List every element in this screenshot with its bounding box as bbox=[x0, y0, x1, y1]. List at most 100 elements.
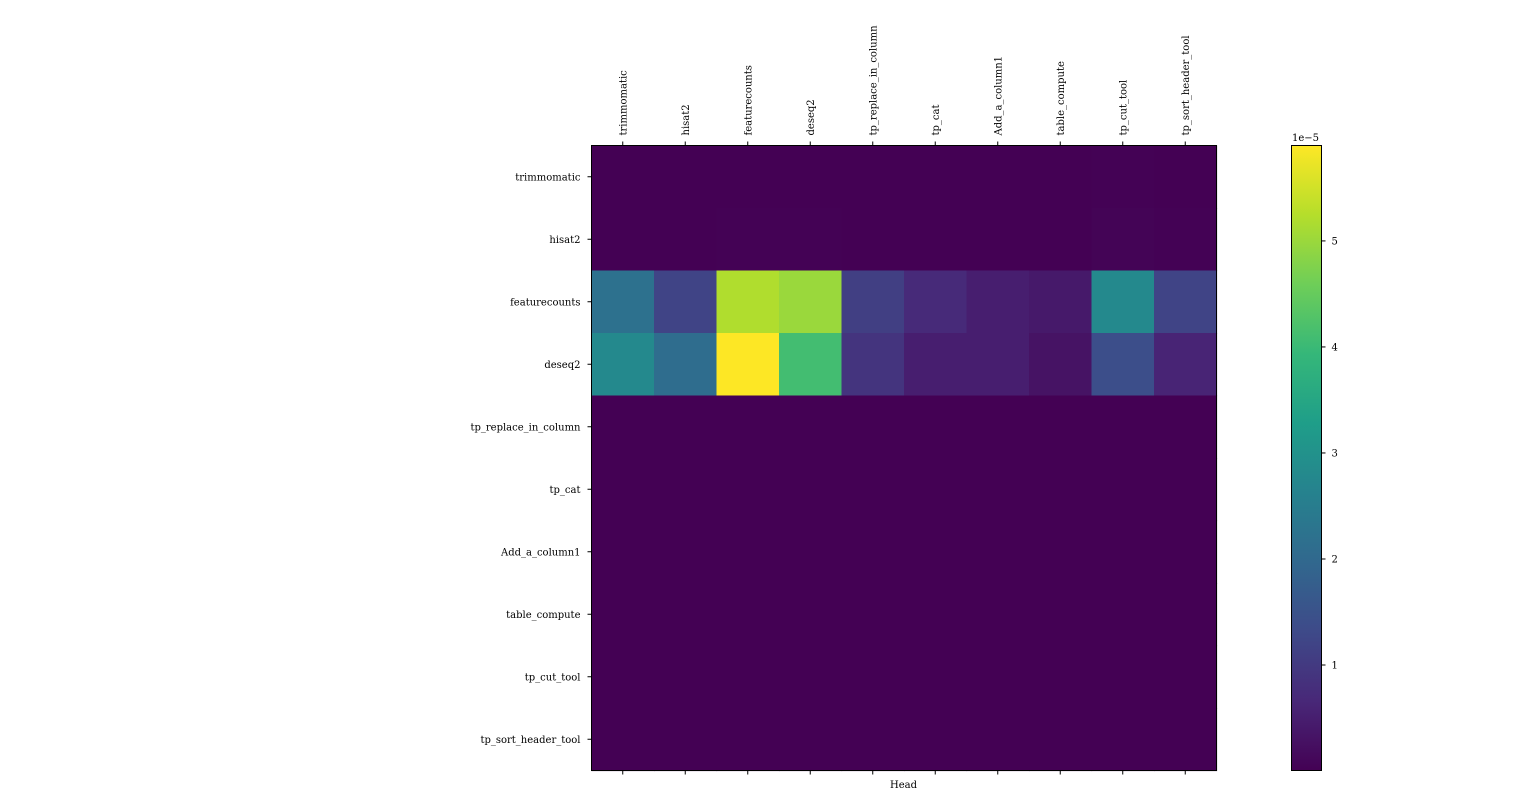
colorbar-tick-label: 4 bbox=[1332, 342, 1338, 353]
heatmap-cell bbox=[1154, 645, 1218, 709]
plot-frame bbox=[591, 145, 1217, 771]
heatmap-cell bbox=[904, 145, 968, 209]
x-tick-label: hisat2 bbox=[681, 104, 692, 135]
heatmap-cell bbox=[716, 333, 780, 397]
heatmap-cell bbox=[841, 583, 905, 647]
heatmap-cell bbox=[904, 583, 968, 647]
heatmap-cell bbox=[966, 145, 1030, 209]
heatmap-cell bbox=[1029, 458, 1093, 522]
heatmap-cell bbox=[1091, 270, 1155, 334]
y-axis-ticks: trimmomatic hisat2 featurecounts deseq2 tp_r… bbox=[470, 172, 592, 746]
heatmap-cell bbox=[1091, 333, 1155, 397]
heatmap-cell bbox=[779, 333, 843, 397]
heatmap-cell bbox=[1154, 270, 1218, 334]
heatmap-cell bbox=[904, 520, 968, 584]
heatmap-cell bbox=[1154, 208, 1218, 272]
heatmap-cell bbox=[654, 645, 718, 709]
heatmap-cell bbox=[966, 395, 1030, 459]
heatmap-cell bbox=[904, 208, 968, 272]
heatmap-cell bbox=[591, 333, 655, 397]
heatmap-cell bbox=[1091, 395, 1155, 459]
heatmap-cell bbox=[779, 583, 843, 647]
x-tick-label: table_compute bbox=[1056, 61, 1067, 135]
heatmap-cell bbox=[779, 208, 843, 272]
heatmap-cell bbox=[841, 333, 905, 397]
colorbar-tick-label: 5 bbox=[1332, 236, 1338, 247]
heatmap-cell bbox=[966, 520, 1030, 584]
heatmap-cell bbox=[654, 333, 718, 397]
heatmap-cell bbox=[1154, 583, 1218, 647]
y-tick-label: deseq2 bbox=[544, 360, 580, 371]
heatmap-cell bbox=[591, 395, 655, 459]
colorbar-ticks: 1 2 3 4 5 bbox=[1321, 236, 1338, 672]
heatmap-cell bbox=[1091, 458, 1155, 522]
heatmap-cell bbox=[1029, 395, 1093, 459]
colorbar: 1 2 3 4 5 1e−5 bbox=[1291, 133, 1338, 771]
heatmap-cell bbox=[654, 708, 718, 772]
colorbar-tick-label: 2 bbox=[1332, 554, 1338, 565]
heatmap-cell bbox=[1091, 583, 1155, 647]
heatmap-cell bbox=[591, 645, 655, 709]
y-tick-label: tp_cat bbox=[549, 485, 580, 496]
heatmap-cell bbox=[654, 583, 718, 647]
heatmap-cell bbox=[1029, 520, 1093, 584]
heatmap-cell bbox=[904, 395, 968, 459]
heatmap-cell bbox=[1154, 520, 1218, 584]
heatmap-cell bbox=[1154, 145, 1218, 209]
y-tick-label: table_compute bbox=[506, 610, 580, 621]
heatmap-cell bbox=[654, 145, 718, 209]
x-tick-label: Add_a_column1 bbox=[993, 56, 1004, 137]
y-tick-label: trimmomatic bbox=[515, 172, 581, 183]
heatmap-cell bbox=[716, 395, 780, 459]
heatmap-cell bbox=[716, 208, 780, 272]
y-tick-label: tp_cut_tool bbox=[525, 672, 581, 683]
heatmap-cell bbox=[1029, 645, 1093, 709]
heatmap-cell bbox=[841, 270, 905, 334]
heatmap-cell bbox=[966, 270, 1030, 334]
heatmap-cell bbox=[779, 395, 843, 459]
heatmap-cell bbox=[779, 645, 843, 709]
heatmap-cell bbox=[779, 145, 843, 209]
heatmap-cell bbox=[904, 645, 968, 709]
heatmap-cell bbox=[841, 395, 905, 459]
heatmap-cell bbox=[841, 520, 905, 584]
x-tick-label: tp_cat bbox=[931, 104, 942, 135]
heatmap-cell bbox=[841, 645, 905, 709]
heatmap-cell bbox=[1154, 333, 1218, 397]
heatmap-cell bbox=[591, 208, 655, 272]
heatmap-cells bbox=[591, 145, 1218, 772]
heatmap-cell bbox=[591, 458, 655, 522]
heatmap-cell bbox=[591, 145, 655, 209]
heatmap-cell bbox=[1091, 145, 1155, 209]
heatmap-cell bbox=[966, 333, 1030, 397]
colorbar-scale-label: 1e−5 bbox=[1292, 133, 1319, 144]
heatmap-cell bbox=[1029, 145, 1093, 209]
heatmap-cell bbox=[841, 208, 905, 272]
x-axis-ticks: trimmomatic hisat2 featurecounts deseq2 tp_r… bbox=[618, 25, 1192, 775]
heatmap-cell bbox=[966, 708, 1030, 772]
heatmap-cell bbox=[716, 458, 780, 522]
heatmap-cell bbox=[716, 645, 780, 709]
heatmap-cell bbox=[591, 520, 655, 584]
heatmap-cell bbox=[966, 208, 1030, 272]
heatmap-cell bbox=[716, 708, 780, 772]
heatmap-cell bbox=[966, 645, 1030, 709]
heatmap-cell bbox=[779, 520, 843, 584]
heatmap-cell bbox=[1091, 708, 1155, 772]
heatmap-cell bbox=[779, 708, 843, 772]
heatmap-cell bbox=[1091, 208, 1155, 272]
heatmap-cell bbox=[1154, 458, 1218, 522]
heatmap-cell bbox=[591, 583, 655, 647]
heatmap-cell bbox=[904, 333, 968, 397]
y-tick-label: Add_a_column1 bbox=[500, 547, 581, 558]
x-tick-label: trimmomatic bbox=[618, 70, 629, 136]
colorbar-tick-label: 1 bbox=[1332, 661, 1338, 672]
x-axis-label: Head bbox=[890, 780, 918, 791]
heatmap-cell bbox=[841, 145, 905, 209]
heatmap-cell bbox=[1091, 645, 1155, 709]
heatmap-cell bbox=[904, 458, 968, 522]
heatmap-cell bbox=[716, 520, 780, 584]
heatmap-cell bbox=[904, 270, 968, 334]
heatmap-cell bbox=[1091, 520, 1155, 584]
